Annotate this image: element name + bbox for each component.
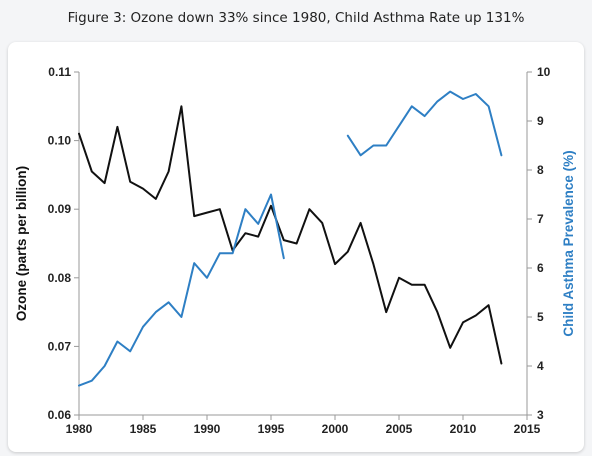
y-tick-label-right: 7 (537, 212, 544, 226)
x-tick-label: 1990 (194, 422, 221, 436)
asthma-series-line-1 (78, 193, 285, 387)
y-tick-label-left: 0.11 (48, 65, 71, 79)
series-lines (78, 90, 503, 387)
y-tick-label-right: 6 (537, 261, 544, 275)
x-tick-label: 2015 (514, 422, 541, 436)
x-tick-label: 2000 (322, 422, 349, 436)
y-tick-label-right: 3 (537, 408, 544, 422)
y-tick-label-right: 4 (537, 359, 544, 373)
x-tick-label: 1995 (258, 422, 285, 436)
x-tick-label: 2005 (386, 422, 413, 436)
x-tick-label: 2010 (450, 422, 477, 436)
figure-caption: Figure 3: Ozone down 33% since 1980, Chi… (67, 10, 525, 26)
x-tick-label: 1980 (66, 422, 93, 436)
y-tick-label-left: 0.08 (48, 271, 72, 285)
y-tick-label-left: 0.09 (48, 202, 72, 216)
y-tick-label-left: 0.07 (48, 339, 72, 353)
chart-card: 1980 1985 1990 1995 2000 2005 2010 2015 0.06 0.07… (8, 42, 584, 452)
y-tick-label-right: 8 (537, 163, 544, 177)
ozone-asthma-chart: 1980 1985 1990 1995 2000 2005 2010 2015 0.06 0.07… (14, 65, 576, 436)
asthma-series-line-2 (346, 90, 503, 157)
y-axis-title-left: Ozone (parts per billion) (14, 166, 29, 321)
ozone-series-line (78, 105, 503, 365)
axes: 1980 1985 1990 1995 2000 2005 2010 2015 0.06 0.07… (48, 65, 551, 436)
y-tick-label-left: 0.06 (48, 408, 72, 422)
x-tick-label: 1985 (130, 422, 157, 436)
y-axis-title-right: Child Asthma Prevalence (%) (561, 150, 576, 336)
y-tick-label-right: 10 (537, 65, 551, 79)
y-tick-label-right: 5 (537, 310, 544, 324)
y-tick-label-right: 9 (537, 114, 544, 128)
y-tick-label-left: 0.10 (48, 134, 72, 148)
